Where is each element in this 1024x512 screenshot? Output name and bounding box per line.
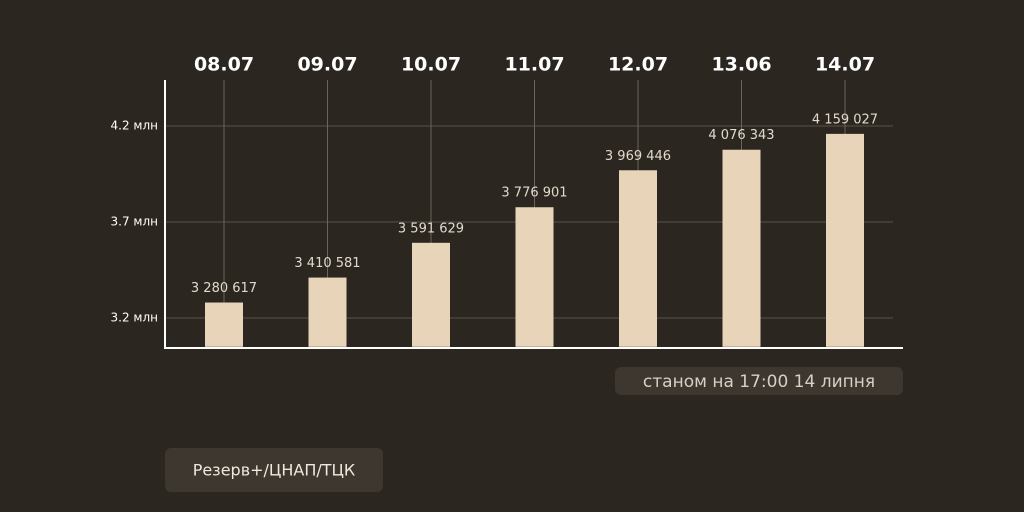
x-tick-label: 14.07 [815,54,875,76]
x-tick-label: 13.06 [711,54,771,76]
bar [826,133,864,347]
bar [412,242,450,347]
source-box [165,448,383,492]
note-box [615,367,903,395]
y-tick-label: 4.2 млн [111,119,158,133]
value-label: 3 410 581 [294,256,360,271]
y-tick-label: 3.7 млн [111,215,158,229]
value-label: 3 280 617 [191,281,257,296]
x-tick-label: 12.07 [608,54,668,76]
x-tick-label: 08.07 [194,54,254,76]
data-layer: 08.07 3 280 617 09.07 3 410 581 10.07 3 591 6… [191,54,878,347]
bar [515,207,554,347]
x-tick-label: 09.07 [297,54,357,76]
value-label: 3 776 901 [501,186,567,201]
bar [308,277,347,347]
source: Резерв+/ЦНАП/ТЦК [193,461,356,480]
bar [205,302,243,347]
y-tick-label: 3.2 млн [111,311,158,325]
note: станом на 17:00 14 липня [643,372,875,392]
value-label: 3 969 446 [605,149,671,164]
bar [722,149,761,347]
x-tick-label: 11.07 [504,54,564,76]
value-label: 4 076 343 [708,128,774,143]
bar [619,170,657,347]
x-tick-label: 10.07 [401,54,461,76]
value-label: 4 159 027 [812,112,878,127]
value-label: 3 591 629 [398,221,464,236]
